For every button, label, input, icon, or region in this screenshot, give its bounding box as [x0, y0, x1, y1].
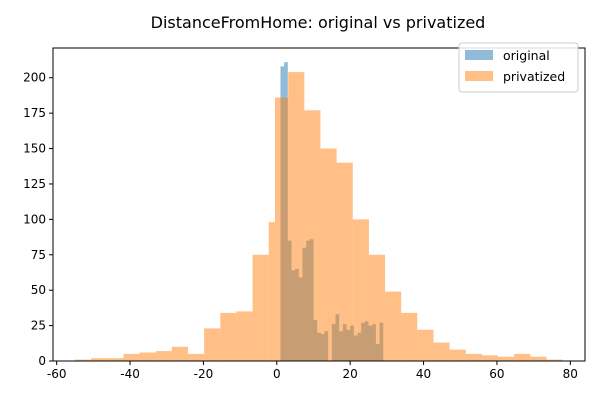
y-axis: 0 25 50 75 100 125 150 175 200	[23, 71, 53, 368]
bar-privatized-3	[123, 353, 140, 361]
y-tick-label: 75	[31, 248, 46, 262]
bar-privatized-8	[204, 328, 221, 361]
y-tick-label: 50	[31, 283, 46, 297]
legend-label-privatized: privatized	[503, 69, 565, 84]
x-tick-label: 80	[563, 367, 578, 381]
y-tick-label: 150	[23, 142, 46, 156]
bar-privatized-15	[304, 110, 321, 361]
x-tick-label: 0	[273, 367, 281, 381]
bar-privatized-1	[91, 358, 108, 361]
bar-privatized-0	[75, 359, 92, 361]
x-tick-label: -20	[194, 367, 214, 381]
bar-privatized-6	[171, 346, 189, 361]
bar-privatized-10	[236, 311, 253, 361]
bar-privatized-9	[220, 312, 237, 361]
legend: original privatized	[458, 42, 579, 93]
x-tick-label: 60	[489, 367, 504, 381]
bar-privatized-29	[530, 356, 547, 361]
bar-privatized-18	[352, 219, 369, 361]
bar-privatized-24	[449, 349, 466, 361]
bar-privatized-13	[274, 97, 289, 361]
bar-privatized-16	[320, 148, 337, 361]
legend-swatch-original	[465, 50, 493, 60]
bar-privatized-21	[401, 312, 418, 361]
y-tick-label: 125	[23, 177, 46, 191]
bar-privatized-22	[417, 329, 434, 361]
bar-privatized-28	[514, 353, 531, 361]
legend-label-original: original	[503, 48, 550, 63]
bars-layer	[75, 62, 563, 361]
legend-swatch-privatized	[465, 71, 493, 81]
bar-privatized-30	[546, 359, 563, 361]
x-tick-label: -60	[47, 367, 67, 381]
chart-title: DistanceFromHome: original vs privatized	[151, 13, 486, 32]
bar-privatized-25	[465, 353, 482, 361]
bar-privatized-19	[368, 254, 386, 361]
x-axis: -60 -40 -20 0 20 40 60 80	[47, 361, 578, 381]
bar-privatized-12	[268, 222, 275, 361]
bar-privatized-14	[288, 72, 305, 361]
bar-privatized-7	[188, 353, 205, 361]
y-tick-label: 0	[38, 354, 46, 368]
bar-privatized-26	[481, 355, 499, 361]
y-tick-label: 200	[23, 71, 46, 85]
x-tick-label: 20	[343, 367, 358, 381]
x-tick-label: -40	[120, 367, 140, 381]
y-tick-label: 175	[23, 106, 46, 120]
bar-privatized-11	[252, 254, 269, 361]
y-tick-label: 100	[23, 212, 46, 226]
bar-privatized-23	[433, 342, 450, 361]
bar-privatized-20	[385, 291, 402, 361]
bar-privatized-27	[498, 356, 515, 361]
bar-privatized-5	[155, 351, 172, 361]
plot-frame	[52, 47, 586, 362]
x-tick-label: 40	[416, 367, 431, 381]
bar-privatized-2	[107, 358, 124, 361]
y-tick-label: 25	[31, 319, 46, 333]
bar-privatized-17	[336, 162, 353, 361]
bar-privatized-4	[139, 352, 156, 361]
series-privatized	[75, 72, 563, 361]
